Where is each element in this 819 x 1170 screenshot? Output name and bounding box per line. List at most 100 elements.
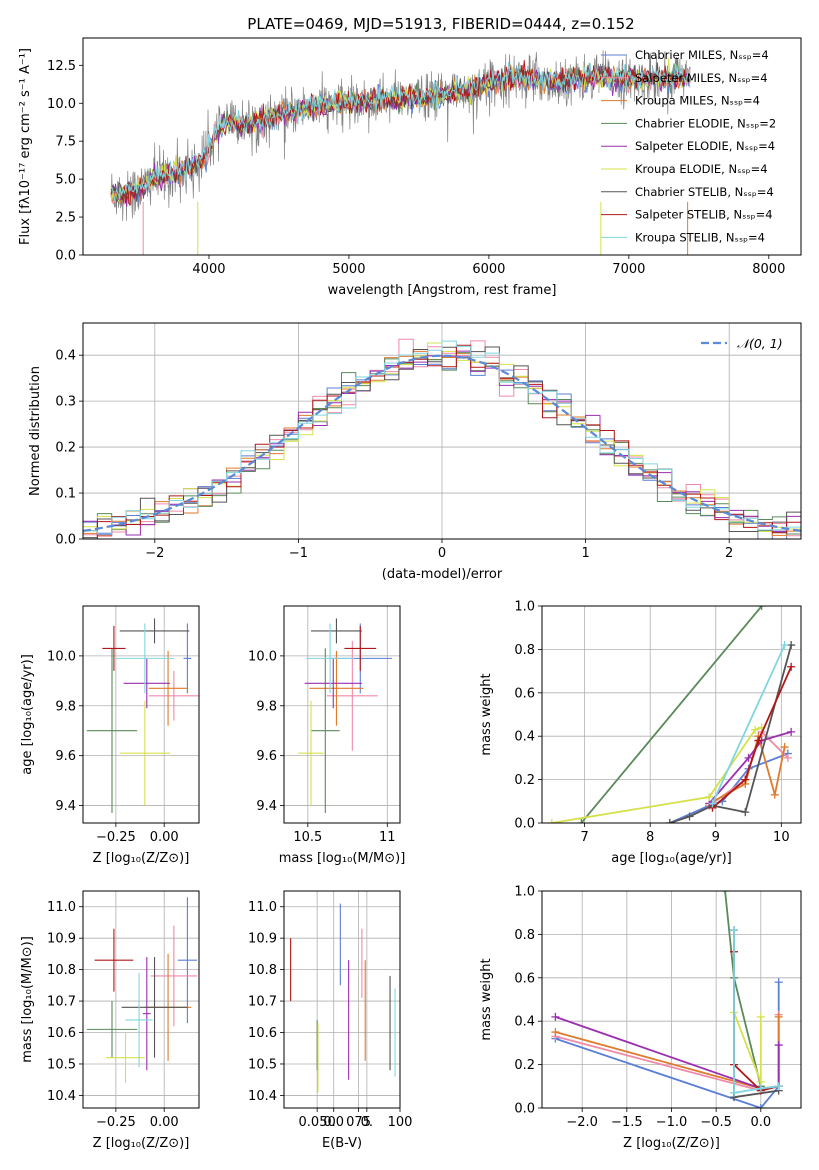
- mass_vs_Z-ytick-label: 10.6: [47, 1026, 76, 1041]
- series-marker: [774, 1012, 783, 1021]
- mass_weight_vs_Z-ylabel: mass weight: [479, 958, 494, 1040]
- mass_vs_Z-ytick-label: 11.0: [47, 900, 76, 915]
- spectrum-ytick-label: 0.0: [55, 249, 76, 264]
- mass_vs_ebv-frame: [283, 890, 401, 1109]
- residuals-ytick-label: 0.4: [55, 349, 76, 364]
- mass_vs_ebv-xtick-label: 075: [346, 1115, 371, 1130]
- mass_vs_ebv-ytick-label: 10.8: [248, 963, 277, 978]
- residuals-ylabel: Normed distribution: [28, 366, 43, 496]
- series-line: [580, 606, 763, 823]
- mass_vs_ebv-xtick-label: 0.050: [299, 1115, 336, 1130]
- mass_weight_vs_Z-xtick-label: −2.0: [566, 1115, 598, 1130]
- mass_weight_vs_Z-ytick-label: 1.0: [514, 885, 535, 900]
- series-line: [724, 891, 762, 1087]
- mass_vs_Z-ytick-label: 10.4: [47, 1089, 76, 1104]
- mass_vs_ebv-points: [290, 903, 396, 1093]
- age_vs_Z-points: [86, 618, 199, 814]
- mass_weight_vs_age-xtick-label: 7: [580, 830, 588, 845]
- series-marker: [787, 662, 796, 671]
- residuals-xtick-label: 2: [725, 546, 733, 561]
- series-line: [733, 1012, 762, 1083]
- normal-curve: [83, 354, 801, 532]
- series-marker: [730, 1088, 739, 1097]
- age_vs_mass-ytick-label: 9.6: [256, 749, 277, 764]
- age_vs_mass-ytick-label: 9.4: [256, 799, 277, 814]
- mass_vs_Z-xtick-label: 0.00: [150, 1115, 179, 1130]
- legend-label: 𝒩(0, 1): [737, 336, 783, 351]
- mass_weight_vs_Z-xtick-label: 0.0: [750, 1115, 771, 1130]
- mass_vs_ebv-ytick-label: 10.6: [248, 1026, 277, 1041]
- series-marker: [721, 891, 730, 895]
- spectrum-ytick-label: 10.0: [47, 97, 76, 112]
- series-marker: [774, 978, 783, 987]
- series-marker: [751, 725, 760, 734]
- residuals-xtick-label: 0: [438, 546, 446, 561]
- mass_vs_ebv-ytick-label: 10.5: [248, 1057, 277, 1072]
- histogram-group: [83, 338, 801, 539]
- residuals-frame: [82, 322, 802, 540]
- spectrum-xlabel: wavelength [Angstrom, rest frame]: [328, 283, 557, 298]
- series-marker: [547, 819, 556, 823]
- labels-layer: 4000 5000 6000 7000 80000.02.55.07.510.012.5…: [18, 48, 790, 1151]
- mass_vs_Z-ytick-label: 10.5: [47, 1057, 76, 1072]
- series-marker: [744, 753, 753, 762]
- mass_weight_vs_Z-ytick-label: 0.4: [514, 1015, 535, 1030]
- spectrum-xtick-label: 5000: [332, 262, 365, 277]
- spectrum-ytick-label: 5.0: [55, 173, 76, 188]
- series-marker: [685, 812, 694, 821]
- age_vs_Z-ytick-label: 10.0: [47, 649, 76, 664]
- spectrum-ytick-label: 12.5: [47, 59, 76, 74]
- mass_vs_ebv-ytick-label: 10.4: [248, 1089, 277, 1104]
- residuals-xtick-label: −2: [145, 546, 164, 561]
- age_vs_Z-ytick-label: 9.8: [55, 699, 76, 714]
- legend-label: Salpeter ELODIE, Nₛₛₚ=4: [635, 139, 775, 153]
- age_vs_mass-points: [298, 618, 393, 814]
- data-layer: [83, 50, 801, 1108]
- model-spectrum: [110, 62, 691, 201]
- mass_weight_vs_age-xlabel: age [log₁₀(age/yr)]: [611, 851, 732, 866]
- grid-layer: [83, 323, 801, 1109]
- mass_weight_vs_Z-xtick-label: −1.0: [656, 1115, 688, 1130]
- age_vs_mass-xlabel: mass [log₁₀(M/M⊙)]: [279, 851, 406, 866]
- spectrum-xtick-label: 7000: [612, 262, 645, 277]
- series-marker: [708, 799, 717, 808]
- age_vs_Z-xlabel: Z [log₁₀(Z/Z⊙)]: [93, 851, 190, 866]
- legend-label: Kroupa ELODIE, Nₛₛₚ=4: [635, 162, 768, 176]
- age_vs_Z-frame: [82, 605, 200, 824]
- series-marker: [577, 819, 586, 823]
- age_vs_mass-frame: [283, 605, 401, 824]
- mass_weight_vs_Z-xtick-label: −1.5: [611, 1115, 643, 1130]
- mass_vs_ebv-xtick-label: 100: [388, 1115, 413, 1130]
- series-marker: [780, 743, 789, 752]
- mass_vs_Z-ytick-label: 10.7: [47, 995, 76, 1010]
- legend-label: Chabrier STELIB, Nₛₛₚ=4: [635, 185, 774, 199]
- series-marker: [705, 792, 714, 801]
- legend-label: Kroupa MILES, Nₛₛₚ=4: [635, 94, 760, 108]
- mass_weight_vs_age-xtick-label: 10: [773, 830, 790, 845]
- series-marker: [780, 641, 789, 650]
- mass_weight_vs_Z-ytick-label: 0.8: [514, 928, 535, 943]
- series-marker: [730, 926, 739, 935]
- spectrum-ytick-label: 7.5: [55, 135, 76, 150]
- series-marker: [756, 1104, 765, 1108]
- mass_weight_vs_age-ytick-label: 0.8: [514, 643, 535, 658]
- series-line: [711, 644, 786, 804]
- legend-label: Salpeter MILES, Nₛₛₚ=4: [635, 71, 768, 85]
- spectrum-lines: [110, 50, 691, 255]
- residuals-xtick-label: 1: [581, 546, 589, 561]
- mass_weight_vs_age-ytick-label: 0.6: [514, 686, 535, 701]
- age_vs_Z-ytick-label: 9.6: [55, 749, 76, 764]
- residuals-ytick-label: 0.3: [55, 395, 76, 410]
- frames-layer: [79, 37, 802, 1112]
- mass_weight_vs_age-xtick-label: 8: [646, 830, 654, 845]
- mass_vs_Z-xlabel: Z [log₁₀(Z/Z⊙)]: [93, 1136, 190, 1151]
- age_vs_Z-ylabel: age [log₁₀(age/yr)]: [20, 654, 35, 775]
- mass_weight_vs_Z-ytick-label: 0.2: [514, 1058, 535, 1073]
- spectrum-ytick-label: 2.5: [55, 211, 76, 226]
- series-line: [711, 666, 793, 809]
- mass_vs_Z-ytick-label: 10.8: [47, 963, 76, 978]
- mass_vs_Z-ytick-label: 10.9: [47, 932, 76, 947]
- mass_weight_vs_age-ytick-label: 0.0: [514, 817, 535, 832]
- mass_weight_vs_Z-xlabel: Z [log₁₀(Z/Z⊙)]: [623, 1136, 720, 1151]
- mass_weight_vs_age-series: [547, 606, 796, 823]
